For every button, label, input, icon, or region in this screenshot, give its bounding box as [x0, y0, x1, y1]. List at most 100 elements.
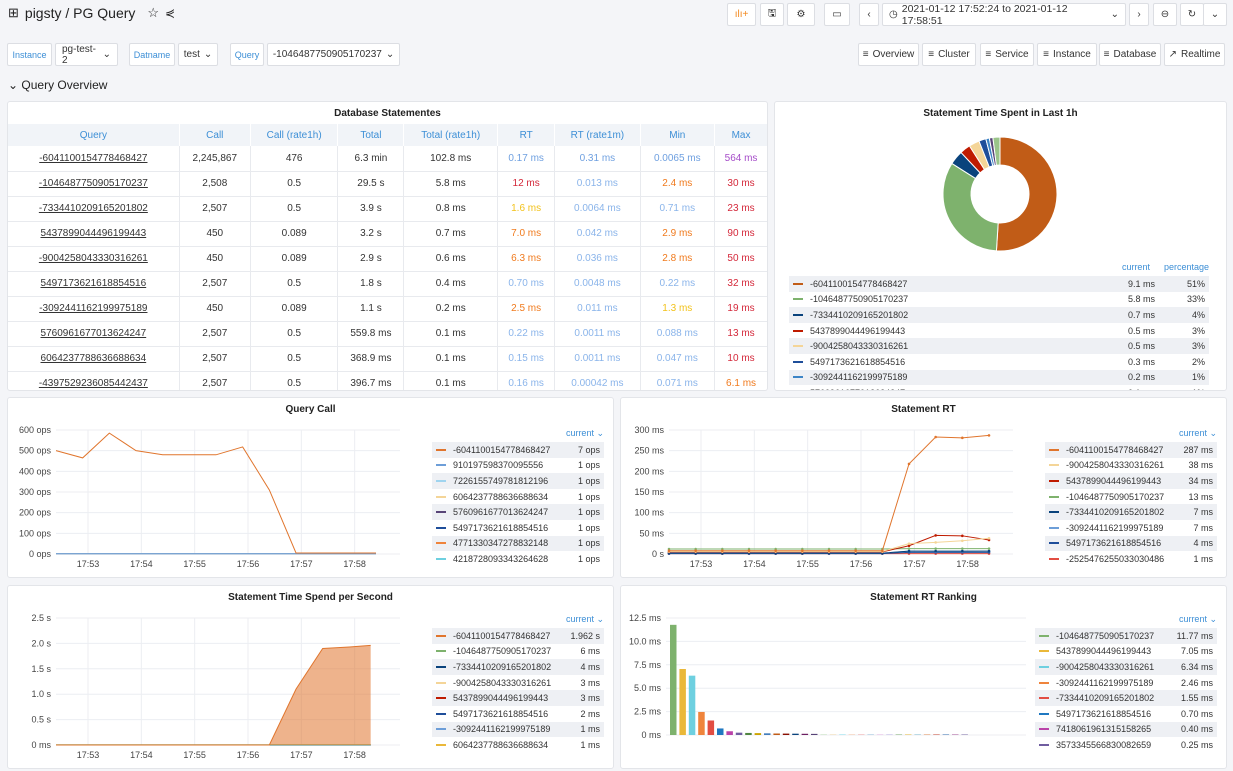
share-icon[interactable]: ⋞	[165, 6, 176, 20]
query-link[interactable]: 5437899044496199443	[8, 221, 180, 247]
column-header[interactable]: Total (rate1h)	[403, 124, 499, 146]
nav-link-cluster[interactable]: ≡ Cluster	[922, 43, 976, 66]
legend-item[interactable]: -2525476255033030486 1 ms	[1045, 551, 1217, 566]
bar[interactable]	[688, 675, 696, 735]
legend-item[interactable]: -1046487750905170237 13 ms	[1045, 489, 1217, 505]
column-header[interactable]: Call (rate1h)	[250, 124, 339, 146]
legend-sort-percentage[interactable]: percentage	[1163, 262, 1209, 272]
column-header[interactable]: Query	[8, 124, 180, 146]
column-header[interactable]: Total	[337, 124, 405, 146]
bar[interactable]	[811, 733, 818, 735]
bar[interactable]	[754, 733, 762, 735]
nav-link-instance[interactable]: ≡ Instance	[1037, 43, 1097, 66]
save-dashboard-button[interactable]: 🖫	[760, 3, 784, 26]
bar[interactable]	[745, 732, 752, 735]
legend-item[interactable]: -7334410209165201802 7 ms	[1045, 504, 1217, 520]
bar[interactable]	[942, 734, 950, 735]
column-header[interactable]: Max	[714, 124, 767, 146]
legend-item[interactable]: -6041100154778468427 287 ms	[1045, 442, 1217, 458]
dashboard-title[interactable]: pigsty / PG Query	[24, 5, 136, 21]
query-link[interactable]: -1046487750905170237	[8, 171, 180, 197]
legend-item[interactable]: 5497173621618854516 1 ops	[432, 520, 604, 536]
pie-slice[interactable]	[995, 136, 1058, 252]
legend-item[interactable]: 5497173621618854516 0.3 ms 2%	[789, 354, 1209, 370]
add-panel-button[interactable]: ılı+	[727, 3, 756, 26]
legend-item[interactable]: -9004258043330316261 3 ms	[432, 675, 604, 691]
query-link[interactable]: 5497173621618854516	[8, 271, 180, 297]
legend-item[interactable]: 7418061961315158265 0.40 ms	[1035, 721, 1217, 738]
settings-button[interactable]: ⚙	[787, 3, 815, 26]
column-header[interactable]: RT	[497, 124, 556, 146]
query-link[interactable]: -3092441162199975189	[8, 296, 180, 322]
time-range-picker[interactable]: ◷ 2021-01-12 17:52:24 to 2021-01-12 17:5…	[882, 3, 1126, 27]
query-select[interactable]: -1046487750905170237 ⌄	[267, 43, 400, 66]
bar[interactable]	[829, 734, 837, 735]
nav-link-service[interactable]: ≡ Service	[980, 43, 1034, 66]
star-icon[interactable]: ☆	[147, 5, 160, 20]
bar[interactable]	[961, 734, 968, 735]
legend-item[interactable]: -6041100154778468427 1.962 s	[432, 628, 604, 644]
legend-item[interactable]: 5760961677013624247 1 ops	[432, 504, 604, 520]
bar[interactable]	[801, 733, 809, 735]
series-line[interactable]	[55, 432, 376, 554]
bar[interactable]	[839, 734, 846, 735]
nav-link-overview[interactable]: ≡ Overview	[858, 43, 919, 66]
legend-item[interactable]: -7334410209165201802 0.7 ms 4%	[789, 307, 1209, 323]
legend-item[interactable]: 5497173621618854516 4 ms	[1045, 535, 1217, 552]
legend-sort-current[interactable]: current	[1121, 262, 1150, 272]
legend-item[interactable]: -3092441162199975189 2.46 ms	[1035, 675, 1217, 691]
legend-header[interactable]: current ⌄	[1045, 428, 1217, 442]
legend-item[interactable]: 5497173621618854516 0.70 ms	[1035, 706, 1217, 722]
bar[interactable]	[952, 734, 959, 735]
query-link[interactable]: -4397529236085442437	[8, 371, 180, 390]
instance-select[interactable]: pg-test-2 ⌄	[55, 43, 118, 66]
legend-item[interactable]: 4218728093343264628 1 ops	[432, 551, 604, 566]
bar[interactable]	[858, 734, 865, 735]
bar[interactable]	[914, 734, 921, 735]
legend-item[interactable]: -1046487750905170237 6 ms	[432, 644, 604, 660]
zoom-out-button[interactable]: ⊖	[1153, 3, 1177, 26]
bar[interactable]	[905, 734, 912, 735]
pie-slice[interactable]	[942, 162, 999, 252]
query-link[interactable]: 5760961677013624247	[8, 321, 180, 347]
pie-slice[interactable]	[992, 136, 1001, 166]
bar[interactable]	[717, 728, 724, 735]
legend-header[interactable]: current ⌄	[432, 428, 604, 442]
nav-link-database[interactable]: ≡ Database	[1099, 43, 1161, 66]
datname-select[interactable]: test ⌄	[178, 43, 218, 66]
query-link[interactable]: -9004258043330316261	[8, 246, 180, 272]
bar[interactable]	[895, 734, 903, 735]
legend-sort-current[interactable]: current	[1178, 428, 1207, 438]
legend-header[interactable]: current ⌄	[1035, 614, 1217, 628]
query-link[interactable]: 6064237788636688634	[8, 346, 180, 372]
legend-item[interactable]: 5437899044496199443 7.05 ms	[1035, 644, 1217, 660]
legend-item[interactable]: 3573345566830082659 0.25 ms	[1035, 737, 1217, 752]
legend-header[interactable]: current percentage	[789, 262, 1209, 276]
legend-item[interactable]: -1046487750905170237 5.8 ms 33%	[789, 292, 1209, 308]
column-header[interactable]: Min	[640, 124, 716, 146]
query-link[interactable]: -6041100154778468427	[8, 146, 180, 172]
bar[interactable]	[876, 734, 884, 735]
bar[interactable]	[792, 733, 799, 735]
legend-item[interactable]: 57609616770136242470.1 ms1%	[789, 385, 1209, 390]
column-header[interactable]: Call	[179, 124, 251, 146]
bar[interactable]	[707, 720, 715, 735]
legend-item[interactable]: 5497173621618854516 2 ms	[432, 706, 604, 722]
bar[interactable]	[698, 711, 705, 735]
query-link[interactable]: -7334410209165201802	[8, 196, 180, 222]
bar[interactable]	[773, 733, 780, 735]
bar[interactable]	[670, 624, 677, 735]
legend-item[interactable]: -9004258043330316261 0.5 ms 3%	[789, 338, 1209, 354]
legend-item[interactable]: -1046487750905170237 11.77 ms	[1035, 628, 1217, 644]
column-header[interactable]: RT (rate1m)	[554, 124, 641, 146]
nav-link-realtime[interactable]: ↗ Realtime	[1164, 43, 1225, 66]
legend-item[interactable]: -9004258043330316261 6.34 ms	[1035, 659, 1217, 675]
time-forward-button[interactable]: ›	[1129, 3, 1149, 26]
legend-sort-current[interactable]: current	[565, 428, 594, 438]
legend-item[interactable]: -7334410209165201802 1.55 ms	[1035, 690, 1217, 706]
legend-item[interactable]: 4771330347278832148 1 ops	[432, 535, 604, 552]
legend-item[interactable]: -9004258043330316261 38 ms	[1045, 458, 1217, 474]
legend-item[interactable]: -3092441162199975189 7 ms	[1045, 520, 1217, 536]
tv-mode-button[interactable]: ▭	[824, 3, 850, 26]
legend-item[interactable]: -6041100154778468427 9.1 ms 51%	[789, 276, 1209, 292]
